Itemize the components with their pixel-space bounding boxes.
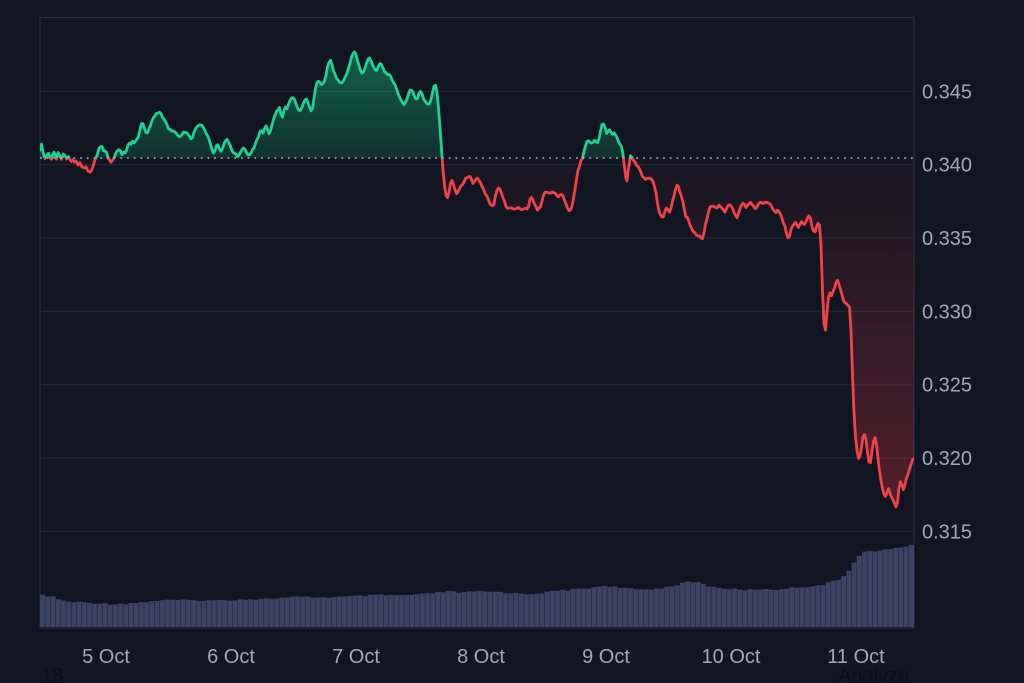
svg-text:0.345: 0.345 — [922, 81, 972, 103]
svg-text:6 Oct: 6 Oct — [207, 646, 255, 668]
svg-text:11 Oct: 11 Oct — [827, 646, 885, 668]
svg-text:9 Oct: 9 Oct — [582, 646, 630, 668]
svg-text:0.340: 0.340 — [922, 155, 972, 177]
svg-text:8 Oct: 8 Oct — [457, 646, 505, 668]
svg-text:0.335: 0.335 — [922, 228, 972, 250]
svg-text:7 Oct: 7 Oct — [332, 646, 380, 668]
svg-text:0.325: 0.325 — [922, 375, 972, 397]
svg-text:0.315: 0.315 — [922, 521, 972, 543]
svg-text:Analyze: Analyze — [838, 665, 909, 683]
svg-text:5 Oct: 5 Oct — [82, 646, 130, 668]
svg-text:0.330: 0.330 — [922, 301, 972, 323]
svg-text:0.320: 0.320 — [922, 448, 972, 470]
svg-text:18: 18 — [41, 665, 63, 683]
svg-text:10 Oct: 10 Oct — [702, 646, 761, 668]
